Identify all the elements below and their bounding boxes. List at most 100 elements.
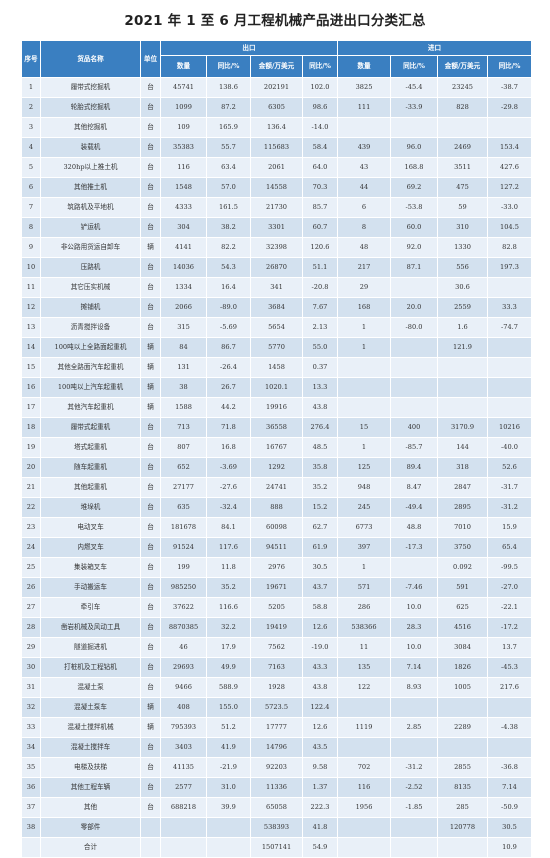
header-name: 货品名称: [40, 40, 141, 78]
export-amount-yoy: 85.7: [302, 197, 338, 218]
import-amount-yoy: -27.0: [487, 577, 532, 598]
export-quantity: 116: [160, 157, 207, 178]
export-amount-yoy: 61.9: [302, 537, 338, 558]
import-quantity: 1: [337, 317, 391, 338]
table-row: 29 隧道掘进机台 46 17.9 7562 -19.0 11 10.0 3084 13.7: [21, 637, 532, 658]
product-name: 混凝土泵车: [40, 697, 141, 718]
export-quantity: 315: [160, 317, 207, 338]
export-amount: 21730: [250, 197, 303, 218]
import-amount: 4516: [437, 617, 488, 638]
import-amount-yoy: 15.9: [487, 517, 532, 538]
export-amount-yoy: 48.5: [302, 437, 338, 458]
import-amount-yoy: [487, 357, 532, 378]
export-quantity-yoy: 31.0: [206, 777, 251, 798]
export-amount-yoy: 12.6: [302, 717, 338, 738]
table-row: 5 320hp以上推土机台 116 63.4 2061 64.0 43 168.8 3511 42…: [21, 157, 532, 178]
import-quantity-yoy: 69.2: [390, 177, 438, 198]
import-amount-yoy: -50.9: [487, 797, 532, 818]
export-quantity-yoy: 71.8: [206, 417, 251, 438]
row-number: 19: [21, 437, 41, 458]
import-quantity: 439: [337, 137, 391, 158]
page-title: 2021 年 1 至 6 月工程机械产品进出口分类汇总: [124, 13, 426, 29]
table-row: 25 集装箱叉车台 199 11.8 2976 30.5 1 0.092 -99.5: [21, 557, 532, 578]
export-quantity-yoy: 16.4: [206, 277, 251, 298]
export-quantity-yoy: 51.2: [206, 717, 251, 738]
export-quantity: 91524: [160, 537, 207, 558]
import-amount: 2469: [437, 137, 488, 158]
row-number: 33: [21, 717, 41, 738]
import-quantity-yoy: -80.0: [390, 317, 438, 338]
import-quantity-yoy: 92.0: [390, 237, 438, 258]
unit: 台: [140, 517, 161, 538]
unit: 台: [140, 437, 161, 458]
export-quantity: 985250: [160, 577, 207, 598]
export-amount: 5654: [250, 317, 303, 338]
import-amount-yoy: -45.3: [487, 657, 532, 678]
row-number: 31: [21, 677, 41, 698]
export-quantity-yoy: 39.9: [206, 797, 251, 818]
table-row: 14 100吨以上全路面起重机辆 84 86.7 5770 55.0 1 121.9: [21, 337, 532, 358]
unit: 台: [140, 177, 161, 198]
unit: 台: [140, 297, 161, 318]
unit: 台: [140, 597, 161, 618]
export-amount: 24741: [250, 477, 303, 498]
export-quantity-yoy: -89.0: [206, 297, 251, 318]
import-amount: 121.9: [437, 337, 488, 358]
export-quantity: 131: [160, 357, 207, 378]
export-amount: 17777: [250, 717, 303, 738]
product-name: 其他推土机: [40, 177, 141, 198]
export-amount-yoy: -19.0: [302, 637, 338, 658]
row-number: 22: [21, 497, 41, 518]
import-amount-yoy: 52.6: [487, 457, 532, 478]
import-quantity: 43: [337, 157, 391, 178]
export-quantity: 9466: [160, 677, 207, 698]
import-amount: 475: [437, 177, 488, 198]
table-row: 36 其他工程车辆台 2577 31.0 11336 1.37 116 -2.52 8135 7.…: [21, 777, 532, 798]
export-quantity: 27177: [160, 477, 207, 498]
export-quantity: 304: [160, 217, 207, 238]
row-number: 11: [21, 277, 41, 298]
header-import: 进口: [337, 40, 532, 56]
export-amount-yoy: 222.3: [302, 797, 338, 818]
unit: 台: [140, 317, 161, 338]
export-amount-yoy: 2.13: [302, 317, 338, 338]
import-quantity: 8: [337, 217, 391, 238]
product-name: 内燃叉车: [40, 537, 141, 558]
export-quantity: 713: [160, 417, 207, 438]
row-number: 18: [21, 417, 41, 438]
import-quantity: [337, 817, 391, 838]
export-amount-yoy: 43.7: [302, 577, 338, 598]
header-export-amount: 金额/万美元: [250, 55, 303, 78]
import-quantity: 538366: [337, 617, 391, 638]
row-number: 4: [21, 137, 41, 158]
export-amount-yoy: 9.58: [302, 757, 338, 778]
unit: 辆: [140, 717, 161, 738]
row-number: 17: [21, 397, 41, 418]
import-amount-yoy: 65.4: [487, 537, 532, 558]
import-quantity: 125: [337, 457, 391, 478]
import-amount: 120778: [437, 817, 488, 838]
export-quantity: 38: [160, 377, 207, 398]
unit: 台: [140, 737, 161, 758]
export-amount-yoy: 43.3: [302, 657, 338, 678]
export-quantity-yoy: [206, 817, 251, 838]
import-amount-yoy: -74.7: [487, 317, 532, 338]
product-name: 履带式挖掘机: [40, 77, 141, 98]
header-import-amount: 金额/万美元: [437, 55, 488, 78]
product-name: 随车起重机: [40, 457, 141, 478]
unit: 台: [140, 197, 161, 218]
row-number: 21: [21, 477, 41, 498]
export-amount-yoy: 58.4: [302, 137, 338, 158]
table-row: 16 100吨以上汽车起重机辆 38 26.7 1020.1 13.3: [21, 377, 532, 398]
export-quantity-yoy: 57.0: [206, 177, 251, 198]
import-quantity-yoy: -1.85: [390, 797, 438, 818]
export-amount-yoy: 51.1: [302, 257, 338, 278]
export-quantity-yoy: -3.69: [206, 457, 251, 478]
export-amount: 888: [250, 497, 303, 518]
table-body: 1 履带式挖掘机台 45741 138.6 202191 102.0 3825 -45.4 23…: [21, 77, 532, 858]
export-quantity-yoy: 165.9: [206, 117, 251, 138]
import-amount: 7010: [437, 517, 488, 538]
row-number: 1: [21, 77, 41, 98]
product-name: 轮胎式挖掘机: [40, 97, 141, 118]
unit: 台: [140, 557, 161, 578]
